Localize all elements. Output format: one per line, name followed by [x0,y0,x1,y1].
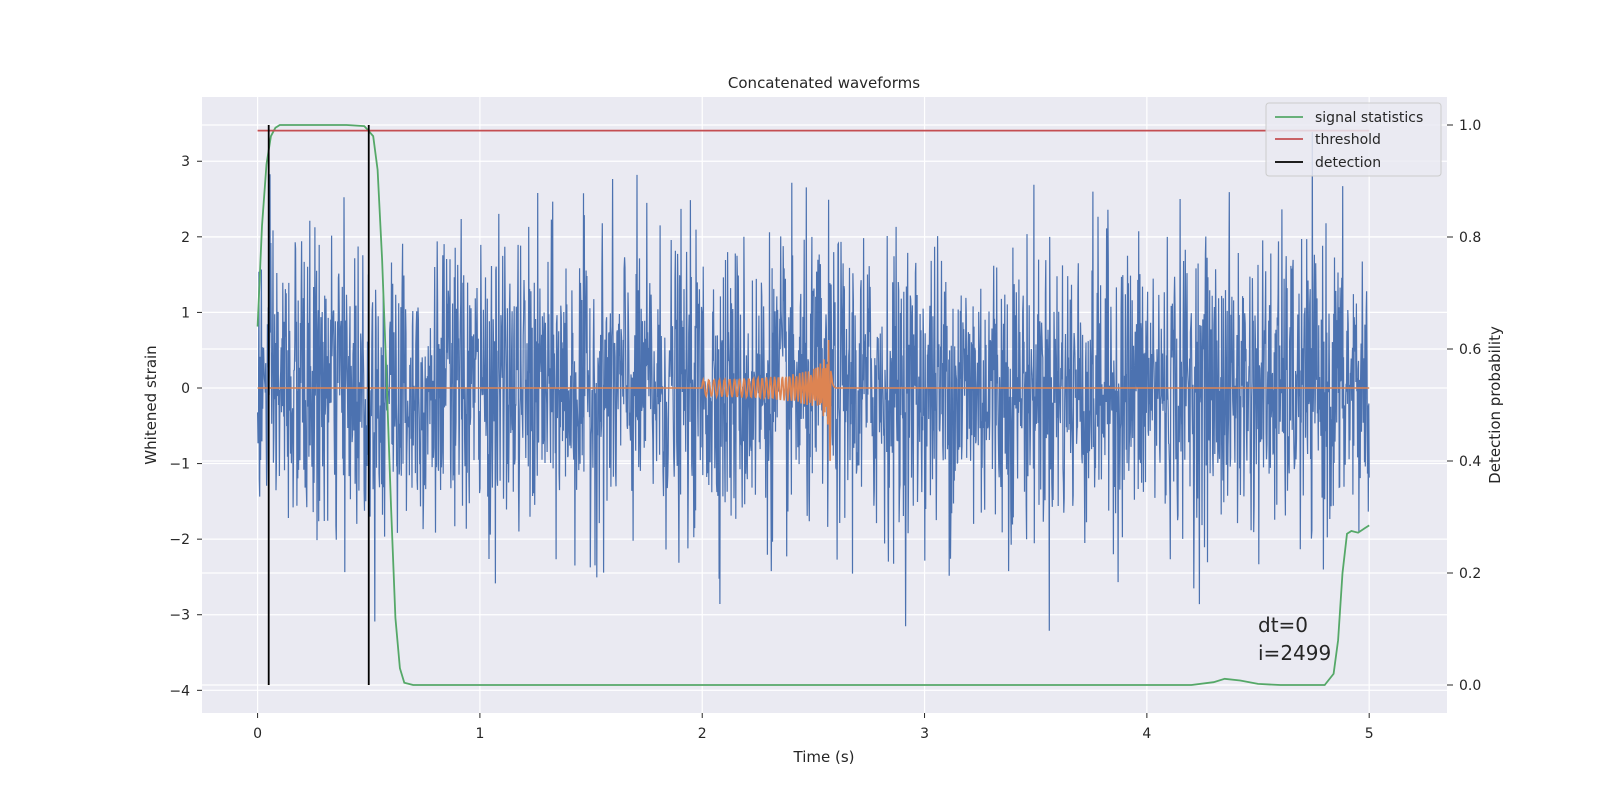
x-tick-label: 1 [475,726,484,742]
x-axis: 0 1 2 3 4 5 [253,713,1374,742]
x-axis-title: Time (s) [793,748,855,766]
annotation-index: i=2499 [1258,641,1331,665]
y-tick-label: 3 [181,154,190,170]
y-tick-label: −1 [169,457,190,473]
y-tick-label: −4 [169,683,190,699]
legend-box [1265,102,1442,177]
y2-tick-label: 0.0 [1459,678,1481,694]
x-tick-label: 4 [1142,726,1151,742]
y-axis-title: Whitened strain [142,345,160,464]
noise-series [257,132,1370,631]
chart-title: Concatenated waveforms [728,74,920,92]
y-tick-label: −3 [169,608,190,624]
noise-line [257,132,1370,631]
y2-tick-label: 0.6 [1459,342,1481,358]
legend-label-statistic: signal statistics [1315,110,1423,126]
y2-tick-label: 0.2 [1459,566,1481,582]
y2-tick-label: 0.4 [1459,454,1481,470]
statistic-series [256,124,1370,686]
annotation-dt: dt=0 [1258,613,1308,637]
waveform-series [257,339,1370,461]
waveform-line [257,339,1370,461]
y2-axis-title: Detection probability [1486,326,1504,484]
legend-label-detection: detection [1315,155,1381,171]
legend-label-threshold: threshold [1315,132,1381,148]
y2-tick-label: 0.8 [1459,230,1481,246]
x-tick-label: 5 [1365,726,1374,742]
x-tick-label: 0 [253,726,262,742]
x-tick-label: 3 [920,726,929,742]
y-tick-label: 0 [181,381,190,397]
y-tick-label: −2 [169,532,190,548]
right-y-axis: 0.0 0.2 0.4 0.6 0.8 1.0 [1447,118,1481,694]
statistic-line [256,124,1370,686]
detection-series [267,125,370,685]
legend: signal statistics threshold detection [1265,102,1442,177]
x-tick-label: 2 [698,726,707,742]
y-tick-label: 2 [181,230,190,246]
y-tick-label: 1 [181,305,190,321]
y2-tick-label: 1.0 [1459,118,1481,134]
left-y-axis: −4 −3 −2 −1 0 1 2 3 [169,154,202,699]
